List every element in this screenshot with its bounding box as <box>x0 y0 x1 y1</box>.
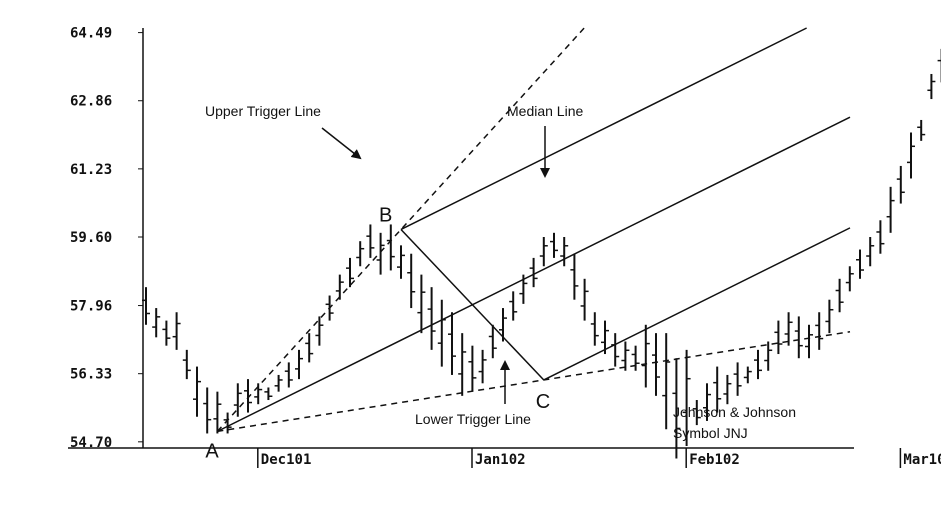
point-label-c: C <box>536 391 550 413</box>
lower-parallel-line <box>543 227 851 381</box>
y-tick-label: 59.60 <box>70 230 112 246</box>
y-axis-ticks: 64.49 62.86 61.23 59.60 57.96 56.33 54.70 <box>70 26 143 451</box>
annotation-lower-trigger: Lower Trigger Line <box>415 411 531 427</box>
b-c-line <box>400 228 545 381</box>
y-tick-label: 57.96 <box>70 299 112 315</box>
x-tick-label: Jan102 <box>475 452 526 468</box>
y-tick-label: 62.86 <box>70 94 112 110</box>
y-tick-label: 54.70 <box>70 435 112 451</box>
note-company: Johnson & Johnson <box>673 404 796 420</box>
y-tick-label: 56.33 <box>70 367 112 383</box>
point-label-a: A <box>205 440 219 462</box>
price-bars <box>142 48 941 459</box>
y-tick-label: 61.23 <box>70 162 112 178</box>
upper-parallel-line <box>400 27 807 231</box>
point-label-b: B <box>379 204 392 226</box>
axes <box>68 28 854 449</box>
note-symbol: Symbol JNJ <box>673 425 748 441</box>
x-axis-ticks: Dec101 Jan102 Feb102 Mar10 <box>257 448 941 468</box>
median-line <box>217 116 851 433</box>
pitchfork-lines <box>216 27 851 433</box>
annotation-median: Median Line <box>507 103 583 119</box>
arrow-upper-trigger <box>321 127 362 160</box>
x-tick-label: Mar10 <box>903 452 941 468</box>
lower-trigger-line <box>217 330 851 433</box>
upper-trigger-line <box>216 27 585 432</box>
annotation-upper-trigger: Upper Trigger Line <box>205 103 321 119</box>
x-tick-label: Feb102 <box>689 452 740 468</box>
y-tick-label: 64.49 <box>70 26 112 42</box>
chart-annotations: A B C Upper Trigger Line Median Line Lower Tr… <box>205 103 796 462</box>
x-tick-label: Dec101 <box>261 452 312 468</box>
